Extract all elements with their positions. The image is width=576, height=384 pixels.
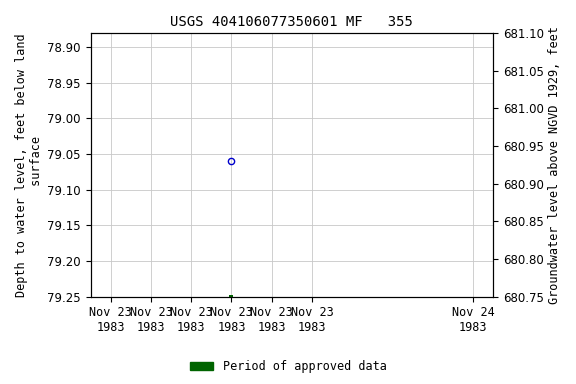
Y-axis label: Groundwater level above NGVD 1929, feet: Groundwater level above NGVD 1929, feet [548,26,561,304]
Title: USGS 404106077350601 MF   355: USGS 404106077350601 MF 355 [170,15,413,29]
Legend: Period of approved data: Period of approved data [185,356,391,378]
Y-axis label: Depth to water level, feet below land
 surface: Depth to water level, feet below land su… [15,33,43,297]
